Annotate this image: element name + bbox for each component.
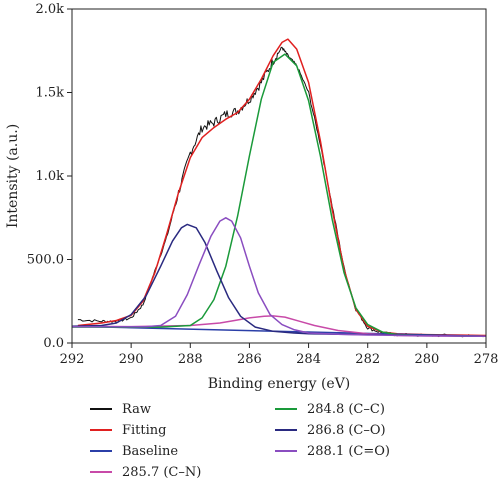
legend-label-285-7-c-n: 285.7 (C–N) [122, 465, 201, 480]
x-tick-label: 288 [178, 352, 203, 367]
legend-label-baseline: Baseline [122, 444, 178, 459]
x-tick-label: 290 [119, 352, 144, 367]
x-tick-label: 280 [414, 352, 439, 367]
series-line-284-8-c-c [72, 53, 487, 338]
y-tick-label: 500.0 [27, 253, 64, 268]
y-tick-label: 1.5k [35, 86, 64, 101]
legend: Raw Fitting Baseline 285.7 (C–N) 284.8 (C–C)… [90, 402, 390, 480]
x-tick-label: 292 [60, 352, 85, 367]
x-tick-label: 278 [474, 352, 499, 367]
x-tick-label: 284 [296, 352, 321, 367]
x-tick-label: 282 [355, 352, 380, 367]
series-line-286-8-c-o [71, 223, 487, 338]
x-tick-label: 286 [237, 352, 262, 367]
series-line-288-1-c-o [72, 217, 487, 338]
y-axis-title: Intensity (a.u.) [5, 124, 21, 228]
series-line-fitting [77, 38, 487, 337]
legend-label-fitting: Fitting [122, 423, 166, 438]
legend-label-284-8-c-c: 284.8 (C–C) [307, 402, 385, 417]
plot-lines [71, 38, 487, 338]
legend-label-286-8-c-o: 286.8 (C–O) [307, 423, 386, 438]
axis-ticks: 292 290 288 286 284 282 280 278 0.0 500.0 1.0k 1.5k… [27, 2, 499, 367]
y-tick-label: 2.0k [35, 2, 64, 17]
y-tick-label: 0.0 [43, 336, 64, 351]
legend-label-raw: Raw [122, 402, 151, 417]
series-line-raw [77, 46, 487, 338]
y-tick-label: 1.0k [35, 169, 64, 184]
x-axis-title: Binding energy (eV) [208, 376, 351, 392]
legend-label-288-1-c-o: 288.1 (C=O) [307, 444, 390, 459]
